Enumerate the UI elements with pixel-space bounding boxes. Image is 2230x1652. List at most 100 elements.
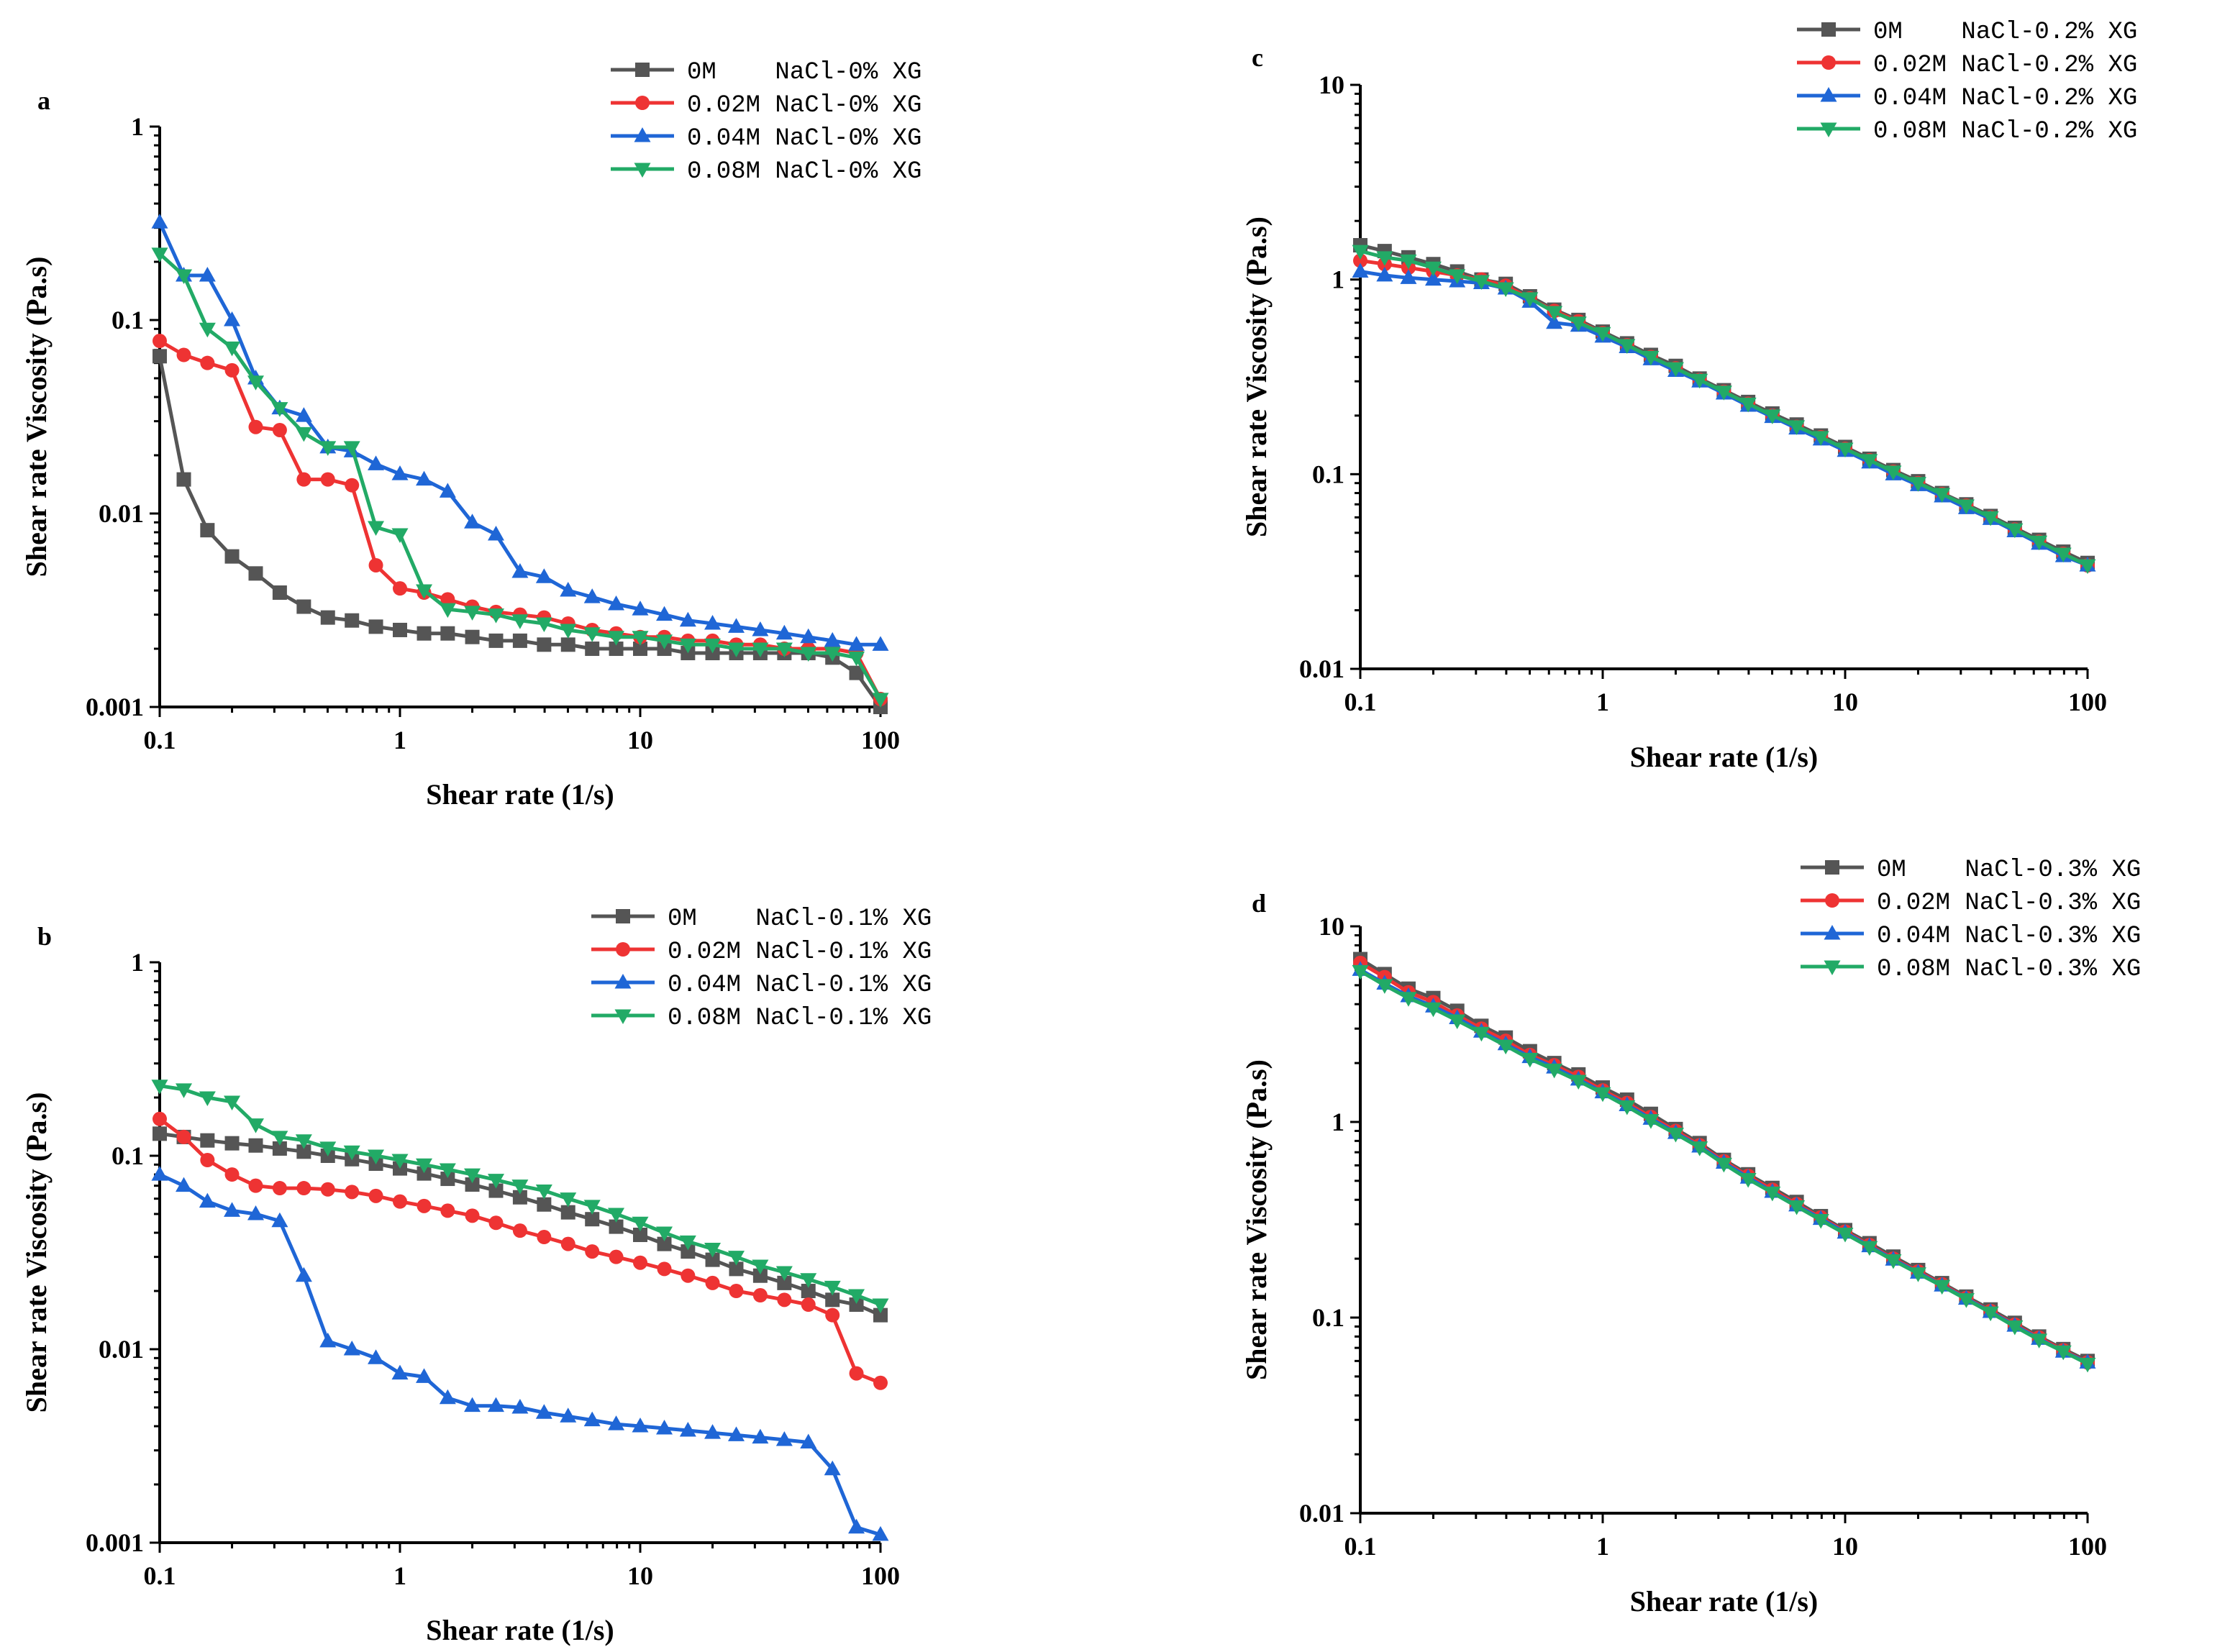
data-point <box>319 441 337 456</box>
y-tick-label: 0.1 <box>1312 1303 1344 1332</box>
panel-letter: b <box>37 922 52 951</box>
data-point <box>752 621 769 636</box>
data-point <box>345 1185 360 1200</box>
data-point <box>1521 292 1539 307</box>
data-point <box>2031 535 2048 551</box>
legend-marker <box>1824 960 1841 975</box>
data-point <box>440 626 455 641</box>
data-point <box>824 1460 841 1476</box>
data-point <box>583 627 601 642</box>
data-point <box>343 1145 360 1161</box>
x-tick-label: 0.1 <box>144 726 176 754</box>
data-point <box>272 422 287 437</box>
data-point <box>849 1297 864 1313</box>
x-tick-label: 100 <box>2068 688 2107 716</box>
data-point <box>295 1134 312 1149</box>
data-point <box>1982 1306 1999 1322</box>
series-3 <box>151 1080 889 1314</box>
data-point <box>2006 1320 2024 1336</box>
data-point <box>224 341 241 357</box>
data-point <box>1788 420 1806 435</box>
data-point <box>608 1208 625 1223</box>
data-point <box>1376 266 1393 282</box>
data-point <box>439 1163 456 1178</box>
data-point <box>1982 511 1999 526</box>
data-point <box>440 1203 455 1218</box>
data-point <box>1352 964 1369 980</box>
legend: 0M NaCl-0.3% XG 0.02M NaCl-0.3% XG 0.04M N… <box>1801 857 2141 983</box>
data-point <box>656 606 673 621</box>
data-point <box>800 1433 817 1449</box>
data-point <box>632 1216 649 1232</box>
data-point <box>1546 314 1563 329</box>
panel-letter: c <box>1252 43 1263 72</box>
legend-marker <box>1821 22 1836 37</box>
data-point <box>416 1158 433 1174</box>
data-point <box>247 1118 264 1133</box>
data-point <box>465 629 480 644</box>
panel-letter: a <box>37 86 50 115</box>
data-point <box>224 1202 241 1217</box>
data-point <box>775 624 793 640</box>
data-point <box>1642 350 1660 366</box>
data-point <box>775 1431 793 1446</box>
data-point <box>464 1397 481 1413</box>
x-tick-label: 1 <box>1596 1532 1609 1561</box>
data-point <box>632 1418 649 1433</box>
data-point <box>391 1364 409 1380</box>
panel-letter: d <box>1252 889 1266 918</box>
data-point <box>727 1426 745 1441</box>
y-tick-label: 10 <box>1319 912 1344 941</box>
data-point <box>465 1208 480 1223</box>
data-point <box>153 334 167 349</box>
data-point <box>608 631 625 646</box>
data-point <box>391 1154 409 1169</box>
data-point <box>512 633 527 648</box>
data-point <box>464 1168 481 1184</box>
data-point <box>1885 1254 1902 1269</box>
data-point <box>151 1166 168 1181</box>
series-0 <box>153 349 888 714</box>
data-point <box>416 470 433 486</box>
data-point <box>537 1230 552 1245</box>
data-point <box>199 1091 216 1107</box>
series-0 <box>1353 238 2095 570</box>
data-point <box>535 568 552 583</box>
data-point <box>151 214 168 229</box>
data-point <box>320 472 335 487</box>
data-point <box>633 642 647 657</box>
data-point <box>295 407 312 422</box>
data-point <box>872 636 889 651</box>
data-point <box>1667 362 1684 378</box>
data-point <box>656 1226 673 1242</box>
legend-label: 0.04M NaCl-0.3% XG <box>1877 923 2141 950</box>
data-point <box>873 1375 888 1390</box>
data-point <box>679 1235 696 1251</box>
data-point <box>345 613 360 628</box>
data-point <box>1861 1241 1878 1256</box>
legend-marker <box>1825 893 1839 908</box>
data-point <box>825 1292 840 1308</box>
data-point <box>393 1194 407 1209</box>
data-point <box>488 1183 504 1198</box>
data-point <box>705 1275 720 1290</box>
y-axis-title: Shear rate Viscosity (Pa.s) <box>1240 1059 1273 1380</box>
data-point <box>1619 339 1636 354</box>
y-axis-title: Shear rate Viscosity (Pa.s) <box>20 257 53 578</box>
data-point <box>704 1243 722 1258</box>
data-point <box>200 355 215 370</box>
data-point <box>1546 1063 1563 1079</box>
data-point <box>1570 1074 1587 1090</box>
data-point <box>824 1280 841 1296</box>
data-point <box>296 1144 311 1159</box>
y-tick-label: 10 <box>1319 70 1344 99</box>
data-point <box>416 584 433 600</box>
data-point <box>176 269 193 285</box>
data-point <box>343 441 360 456</box>
data-point <box>560 637 575 652</box>
data-point <box>704 614 722 630</box>
data-point <box>1521 1052 1539 1068</box>
data-point <box>679 1422 696 1437</box>
series-line <box>158 355 883 708</box>
data-point <box>872 1525 889 1541</box>
